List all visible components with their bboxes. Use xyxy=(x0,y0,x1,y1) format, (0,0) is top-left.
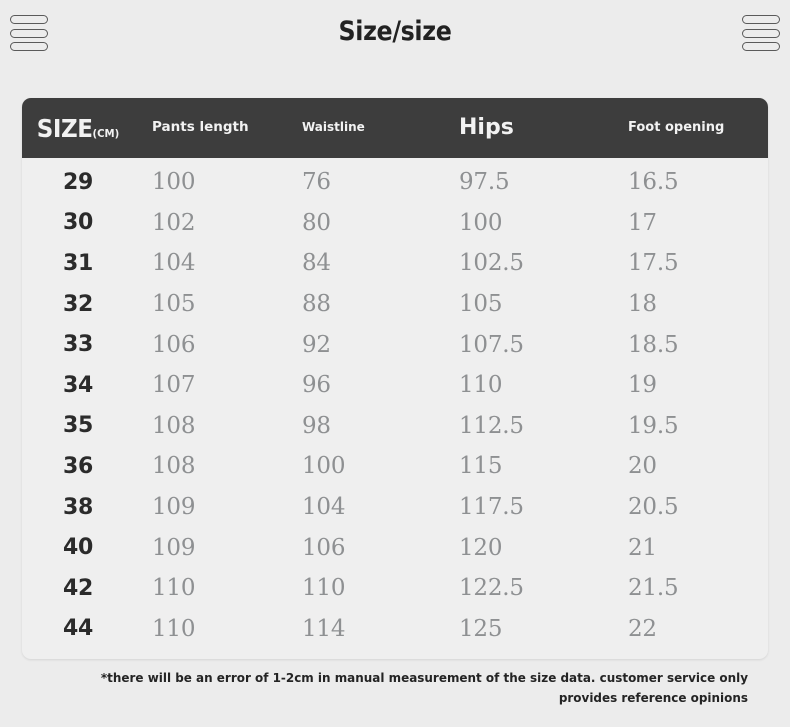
table-row: 32 105 88 105 18 xyxy=(22,284,768,325)
cell-foot-opening: 20.5 xyxy=(628,494,679,521)
cell-size: 40 xyxy=(62,535,93,561)
table-row: 33 106 92 107.5 18.5 xyxy=(22,324,768,365)
decor-bar xyxy=(10,42,48,51)
column-header-hips: Hips xyxy=(459,115,514,141)
table-row: 40 109 106 120 21 xyxy=(22,527,768,568)
cell-hips: 112.5 xyxy=(459,412,524,439)
decor-bar xyxy=(742,15,780,24)
cell-pants-length: 109 xyxy=(152,494,196,521)
table-row: 30 102 80 100 17 xyxy=(22,203,768,244)
cell-size: 34 xyxy=(62,372,93,398)
cell-waistline: 106 xyxy=(302,534,346,561)
cell-foot-opening: 22 xyxy=(628,615,657,642)
cell-pants-length: 105 xyxy=(152,291,196,318)
measurement-disclaimer: *there will be an error of 1-2cm in manu… xyxy=(100,670,748,705)
column-header-waistline: Waistline xyxy=(302,120,365,135)
table-row: 34 107 96 110 19 xyxy=(22,365,768,406)
cell-waistline: 80 xyxy=(302,209,331,236)
cell-size: 36 xyxy=(62,453,93,479)
table-body: 29 100 76 97.5 16.5 30 102 80 100 17 31 104 84 102.5 1… xyxy=(22,158,768,659)
cell-size: 31 xyxy=(62,250,93,276)
column-header-pants-length: Pants length xyxy=(152,119,249,136)
cell-waistline: 92 xyxy=(302,331,331,358)
cell-pants-length: 106 xyxy=(152,331,196,358)
cell-size: 35 xyxy=(62,413,93,439)
table-row: 31 104 84 102.5 17.5 xyxy=(22,243,768,284)
cell-waistline: 96 xyxy=(302,372,331,399)
cell-waistline: 114 xyxy=(302,615,346,642)
column-header-size: SIZE(CM) xyxy=(26,114,129,143)
table-row: 42 110 110 122.5 21.5 xyxy=(22,568,768,609)
cell-pants-length: 108 xyxy=(152,412,196,439)
cell-hips: 110 xyxy=(459,372,503,399)
cell-hips: 97.5 xyxy=(459,169,510,196)
table-row: 36 108 100 115 20 xyxy=(22,446,768,487)
hamburger-lines-icon-left xyxy=(10,15,48,51)
cell-waistline: 110 xyxy=(302,575,346,602)
cell-foot-opening: 19 xyxy=(628,372,657,399)
cell-hips: 122.5 xyxy=(459,575,524,602)
cell-waistline: 88 xyxy=(302,291,331,318)
page-title: Size/size xyxy=(338,16,452,47)
cell-size: 38 xyxy=(62,494,93,520)
cell-waistline: 100 xyxy=(302,453,346,480)
cell-waistline: 76 xyxy=(302,169,331,196)
cell-pants-length: 108 xyxy=(152,453,196,480)
cell-foot-opening: 16.5 xyxy=(628,169,679,196)
table-row: 35 108 98 112.5 19.5 xyxy=(22,406,768,447)
cell-hips: 105 xyxy=(459,291,503,318)
cell-size: 42 xyxy=(62,575,93,601)
cell-size: 33 xyxy=(62,332,93,358)
cell-pants-length: 109 xyxy=(152,534,196,561)
cell-pants-length: 102 xyxy=(152,209,196,236)
size-chart-table: SIZE(CM) Pants length Waistline Hips Foo… xyxy=(22,98,768,660)
column-header-size-unit: (CM) xyxy=(92,126,120,140)
cell-hips: 115 xyxy=(459,453,503,480)
cell-waistline: 84 xyxy=(302,250,331,277)
cell-foot-opening: 17.5 xyxy=(628,250,679,277)
decor-bar xyxy=(10,15,48,24)
table-row: 29 100 76 97.5 16.5 xyxy=(22,162,768,203)
cell-foot-opening: 18 xyxy=(628,291,657,318)
cell-pants-length: 100 xyxy=(152,169,196,196)
page-header: Size/size xyxy=(0,0,790,66)
table-row: 38 109 104 117.5 20.5 xyxy=(22,487,768,528)
cell-pants-length: 107 xyxy=(152,372,196,399)
cell-hips: 117.5 xyxy=(459,494,524,521)
cell-foot-opening: 20 xyxy=(628,453,657,480)
cell-foot-opening: 19.5 xyxy=(628,412,679,439)
decor-bar xyxy=(742,42,780,51)
cell-pants-length: 110 xyxy=(152,615,196,642)
cell-size: 32 xyxy=(62,291,93,317)
cell-size: 44 xyxy=(62,616,93,642)
column-header-foot-opening: Foot opening xyxy=(628,120,725,136)
cell-hips: 125 xyxy=(459,615,503,642)
cell-waistline: 98 xyxy=(302,412,331,439)
table-header-row: SIZE(CM) Pants length Waistline Hips Foo… xyxy=(22,98,768,158)
cell-foot-opening: 21.5 xyxy=(628,575,679,602)
cell-waistline: 104 xyxy=(302,494,346,521)
cell-pants-length: 104 xyxy=(152,250,196,277)
decor-bar xyxy=(10,28,48,38)
cell-foot-opening: 18.5 xyxy=(628,331,679,358)
cell-hips: 100 xyxy=(459,209,503,236)
cell-foot-opening: 21 xyxy=(628,534,657,561)
cell-hips: 120 xyxy=(459,534,503,561)
cell-pants-length: 110 xyxy=(152,575,196,602)
cell-hips: 102.5 xyxy=(459,250,524,277)
cell-foot-opening: 17 xyxy=(628,209,657,236)
cell-size: 30 xyxy=(62,210,93,236)
decor-bar xyxy=(742,28,780,38)
cell-hips: 107.5 xyxy=(459,331,524,358)
table-row: 44 110 114 125 22 xyxy=(22,609,768,650)
cell-size: 29 xyxy=(62,169,93,195)
column-header-size-label: SIZE xyxy=(36,113,93,143)
hamburger-lines-icon-right xyxy=(742,15,780,51)
